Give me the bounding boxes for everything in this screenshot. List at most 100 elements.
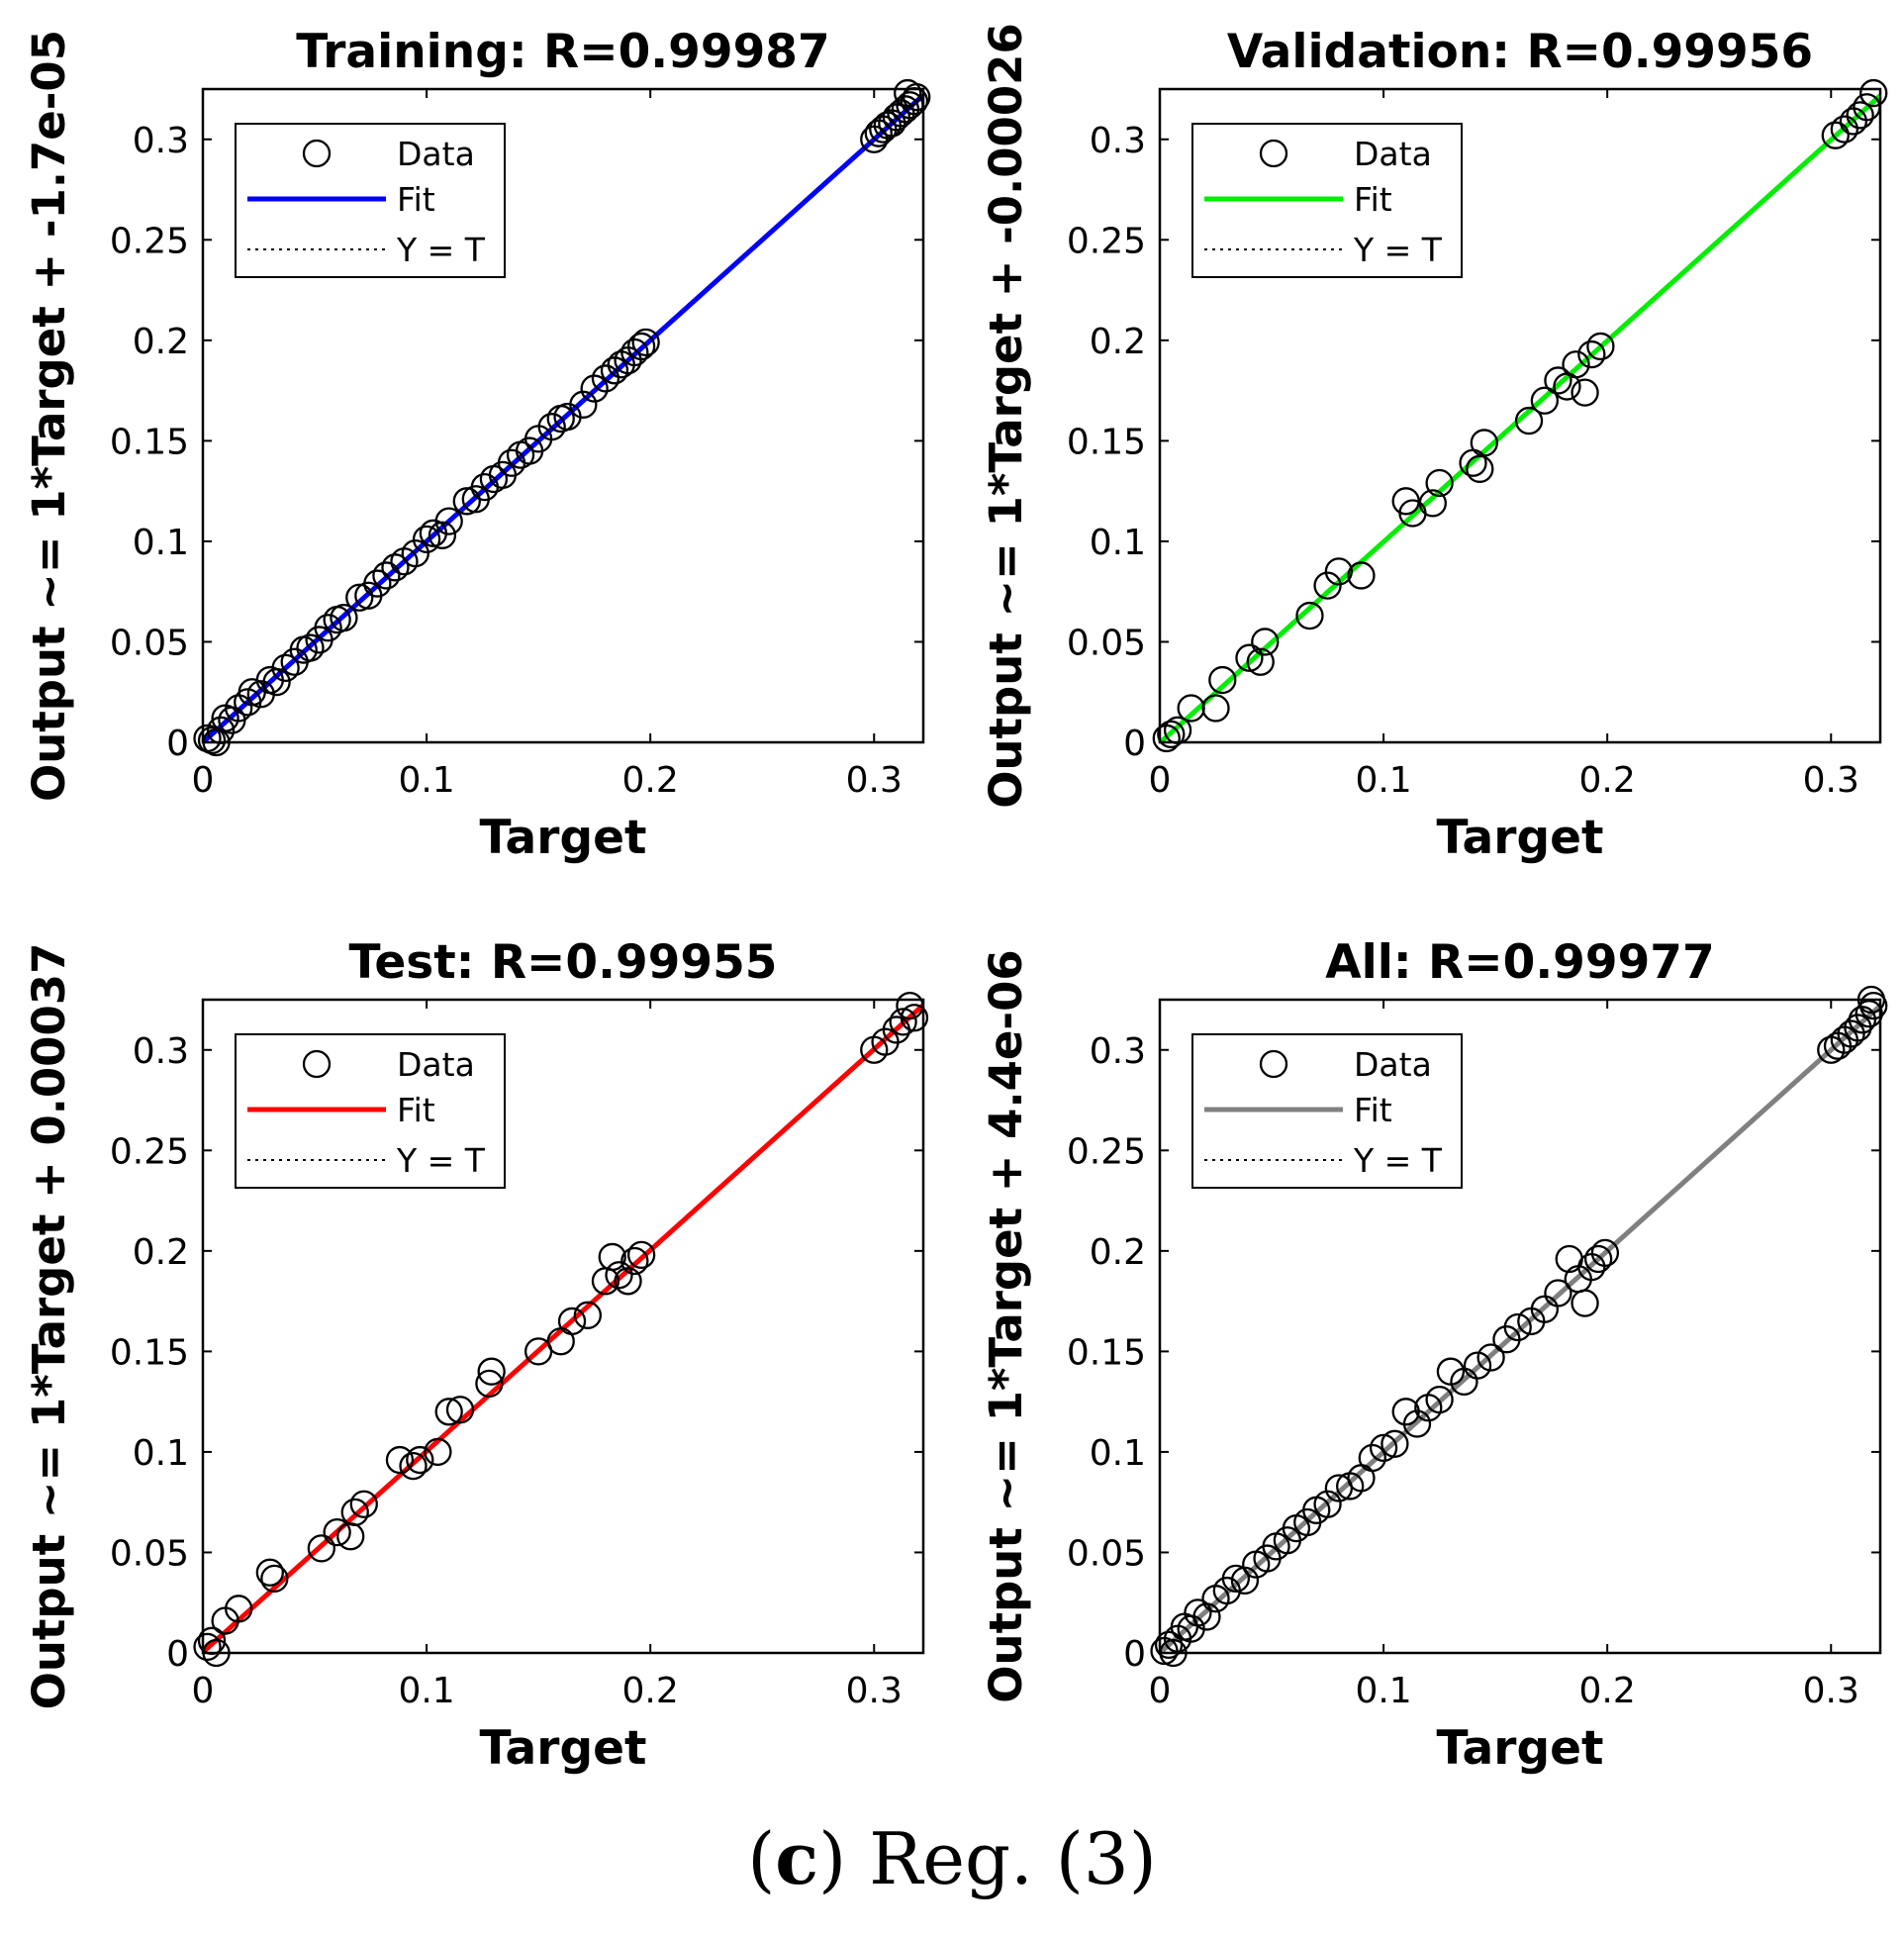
y-tick-label: 0.2	[1090, 322, 1146, 362]
data-point	[193, 1632, 222, 1662]
y-tick-label: 0.05	[1067, 623, 1146, 663]
data-point	[903, 82, 931, 112]
x-tick-label: 0.3	[846, 1671, 903, 1711]
y-tick-label: 0.25	[110, 221, 189, 261]
x-tick-label: 0	[192, 760, 215, 801]
axes-frame	[1158, 998, 1882, 1655]
data-point	[412, 525, 441, 554]
legend-data-label: Data	[397, 1045, 475, 1084]
y-tick-label: 0.3	[1090, 121, 1146, 161]
x-tick-label: 0.1	[1355, 760, 1411, 801]
data-point	[1844, 1014, 1872, 1042]
data-point	[363, 569, 392, 598]
caption-text: Reg. (3)	[869, 1817, 1157, 1900]
legend: Data Fit Y = T	[235, 1033, 506, 1189]
data-point	[349, 1490, 378, 1518]
data-point	[330, 603, 358, 632]
x-tick-label: 0.3	[1803, 1671, 1859, 1711]
y-tick-label: 0.2	[133, 322, 189, 362]
legend: Data Fit Y = T	[1191, 1033, 1463, 1189]
legend-identity-label: Y = T	[396, 1141, 486, 1180]
data-point	[1313, 1490, 1342, 1518]
data-point	[620, 338, 649, 367]
y-tick-label: 0	[1123, 1634, 1146, 1675]
data-point	[445, 1396, 475, 1424]
data-point	[1514, 406, 1544, 436]
y-tick-label: 0.2	[1090, 1232, 1146, 1273]
legend-data-label: Data	[1354, 135, 1432, 173]
data-point	[614, 1267, 642, 1296]
y-tick-label: 0.25	[1067, 1131, 1146, 1172]
y-tick-label: 0.25	[1067, 221, 1146, 261]
x-tick-label: 0.3	[1803, 760, 1859, 801]
fit-line	[1158, 93, 1882, 745]
data-point	[1425, 468, 1454, 498]
data-point	[1235, 643, 1264, 672]
x-axis-label: Target	[1437, 811, 1604, 865]
data-point	[434, 1398, 463, 1426]
x-tick-label: 0.2	[1579, 1671, 1636, 1711]
data-points	[1152, 78, 1888, 753]
data-point	[197, 726, 227, 755]
regression-panel-2: 0 0.1 0.2 0.3 0 0.05 0.1 0.15 0.2 0.25 0.3 Validati…	[980, 23, 1888, 865]
data-point	[1251, 628, 1280, 656]
y-axis-label: Output ~= 1*Target + 4.4e-06	[980, 949, 1032, 1702]
data-point	[1157, 720, 1186, 749]
x-tick-label: 0	[1149, 760, 1172, 801]
data-point	[605, 1261, 633, 1290]
data-point	[1324, 557, 1354, 586]
data-point	[1476, 1343, 1505, 1372]
data-point	[1562, 350, 1590, 379]
data-point	[225, 1595, 253, 1623]
data-point	[620, 1246, 649, 1276]
data-point	[477, 1357, 506, 1386]
y-tick-label: 0.15	[110, 1332, 189, 1373]
plot-title: Validation: R=0.99956	[1227, 25, 1813, 79]
data-point	[345, 583, 374, 612]
plot-title: Training: R=0.99987	[296, 25, 829, 79]
y-tick-label: 0.15	[110, 422, 189, 462]
data-point	[406, 1445, 434, 1475]
legend-identity-label: Y = T	[1353, 1141, 1443, 1180]
data-point	[580, 374, 609, 403]
x-tick-label: 0.3	[846, 760, 903, 801]
data-point	[1583, 1244, 1613, 1274]
y-tick-label: 0.3	[133, 121, 189, 161]
legend-data-label: Data	[397, 135, 475, 173]
y-tick-label: 0.15	[1067, 1332, 1146, 1373]
data-point	[900, 1004, 929, 1032]
data-point	[401, 538, 429, 568]
data-point	[1848, 1006, 1877, 1034]
data-points	[193, 78, 931, 757]
data-point	[1221, 1564, 1251, 1594]
regression-panel-1: 0 0.1 0.2 0.3 0 0.05 0.1 0.15 0.2 0.25 0.3 Training…	[23, 25, 931, 865]
y-tick-label: 0.1	[1090, 1433, 1146, 1474]
data-point	[1230, 1566, 1260, 1596]
legend-fit-label: Fit	[1354, 1091, 1392, 1129]
legend-fit-label: Fit	[397, 180, 435, 219]
regression-panel-3: 0 0.1 0.2 0.3 0 0.05 0.1 0.15 0.2 0.25 0.3 Test: R=…	[23, 935, 929, 1776]
data-point	[1208, 665, 1237, 695]
data-point	[1402, 1409, 1432, 1438]
legend: Data Fit Y = T	[235, 123, 506, 278]
data-point	[626, 1240, 656, 1270]
data-point	[1192, 1602, 1221, 1631]
data-point	[1846, 101, 1874, 130]
y-axis-label: Output ~= 1*Target + -0.00026	[980, 23, 1032, 809]
y-tick-label: 0	[1123, 724, 1146, 764]
x-tick-label: 0.1	[398, 760, 454, 801]
regression-figure: 0 0.1 0.2 0.3 0 0.05 0.1 0.15 0.2 0.25 0.3 Training…	[23, 23, 1888, 1776]
data-point	[262, 667, 291, 697]
y-tick-label: 0.1	[133, 523, 189, 563]
data-point	[1369, 1433, 1398, 1463]
data-point	[475, 1369, 504, 1399]
data-point	[557, 1307, 587, 1336]
y-tick-label: 0.05	[110, 1533, 189, 1574]
y-axis-label: Output ~= 1*Target + -1.7e-05	[23, 30, 75, 802]
data-point	[307, 1534, 335, 1563]
data-point	[323, 1518, 351, 1547]
data-point	[1380, 1429, 1409, 1458]
x-axis-label: Target	[480, 811, 647, 865]
data-point	[1358, 1443, 1386, 1473]
data-point	[1571, 378, 1599, 407]
